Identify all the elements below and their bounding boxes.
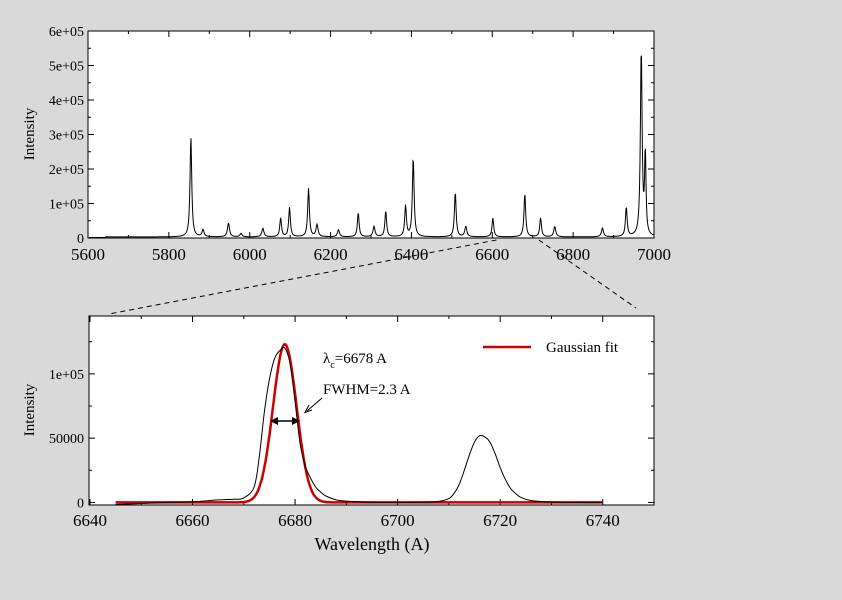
overview-y-ticks: 0 1e+05 2e+05 3e+05 4e+05 5e+05 6e+05 xyxy=(49,25,654,247)
detail-panel: 0 50000 1e+05 6640 6660 6680 6700 6720 6740 λc=… xyxy=(22,315,655,555)
detail-x-tick-label: 6640 xyxy=(73,511,107,530)
detail-spectrum-line xyxy=(115,346,603,505)
fwhm-double-arrow xyxy=(270,417,300,425)
overview-x-tick-label: 7000 xyxy=(637,245,671,264)
zoom-connectors xyxy=(108,239,637,315)
detail-x-tick-label: 6740 xyxy=(586,511,620,530)
overview-y-tick-label: 0 xyxy=(77,232,84,247)
overview-plot-area xyxy=(87,30,655,239)
overview-y-tick-label: 1e+05 xyxy=(49,198,84,213)
detail-y-tick-label: 50000 xyxy=(49,432,84,447)
detail-y-ticks: 0 50000 1e+05 xyxy=(49,341,654,511)
overview-panel: 0 1e+05 2e+05 3e+05 4e+05 5e+05 6e+05 5600 5800… xyxy=(22,25,671,264)
legend: Gaussian fit xyxy=(483,340,619,356)
overview-y-tick-label: 2e+05 xyxy=(49,163,84,178)
overview-y-axis-title: Intensity xyxy=(22,107,38,160)
overview-y-tick-label: 6e+05 xyxy=(49,25,84,40)
overview-y-tick-label: 4e+05 xyxy=(49,94,84,109)
overview-x-ticks: 5600 5800 6000 6200 6400 6600 6800 7000 xyxy=(71,31,671,264)
overview-y-tick-label: 5e+05 xyxy=(49,60,84,75)
detail-x-tick-label: 6700 xyxy=(381,511,415,530)
detail-x-tick-label: 6660 xyxy=(176,511,210,530)
overview-x-tick-label: 6800 xyxy=(556,245,590,264)
legend-label-gaussian-fit: Gaussian fit xyxy=(546,340,619,356)
overview-x-tick-label: 6200 xyxy=(314,245,348,264)
detail-x-tick-label: 6680 xyxy=(278,511,312,530)
overview-x-tick-label: 5800 xyxy=(152,245,186,264)
detail-y-axis-title: Intensity xyxy=(22,383,38,436)
overview-spectrum-line xyxy=(89,55,655,238)
zoom-connector-right xyxy=(538,239,637,309)
overview-x-tick-label: 6600 xyxy=(475,245,509,264)
overview-y-tick-label: 3e+05 xyxy=(49,129,84,144)
zoom-connector-left xyxy=(108,239,497,315)
fwhm-pointer-arrow xyxy=(303,397,323,414)
detail-x-axis-title: Wavelength (A) xyxy=(314,534,429,555)
overview-x-tick-label: 5600 xyxy=(71,245,105,264)
fwhm-label: FWHM=2.3 A xyxy=(323,382,411,398)
detail-plot-area xyxy=(88,315,655,506)
overview-x-tick-label: 6000 xyxy=(233,245,267,264)
detail-x-ticks: 6640 6660 6680 6700 6720 6740 xyxy=(73,316,620,530)
overview-x-tick-label: 6400 xyxy=(394,245,428,264)
lambda-center-label: λc=6678 A xyxy=(323,351,387,371)
detail-y-tick-label: 0 xyxy=(77,496,84,511)
gaussian-fit-line xyxy=(115,343,603,504)
detail-x-tick-label: 6720 xyxy=(483,511,517,530)
detail-y-tick-label: 1e+05 xyxy=(49,368,84,383)
